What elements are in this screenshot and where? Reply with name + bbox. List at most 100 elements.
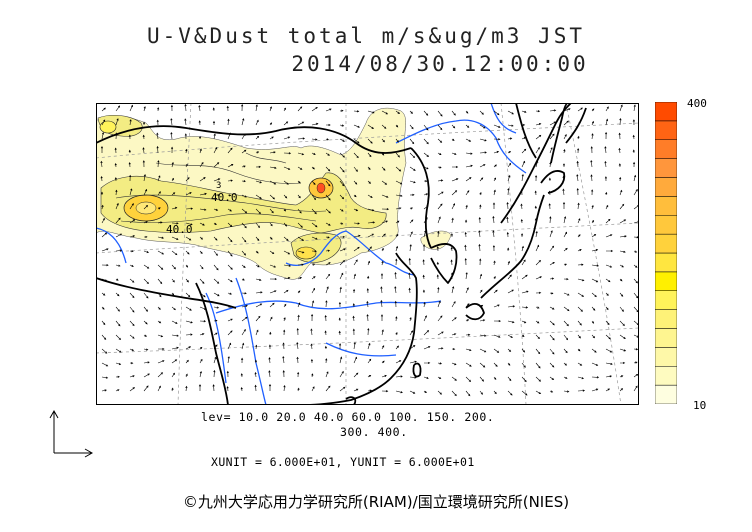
wind-arrow xyxy=(227,147,233,154)
wind-arrow xyxy=(283,222,288,227)
wind-arrow xyxy=(198,120,201,126)
wind-arrow xyxy=(129,292,135,299)
wind-arrow xyxy=(409,110,413,114)
wind-arrow xyxy=(283,276,291,280)
wind-arrow xyxy=(507,390,513,396)
russia-coast xyxy=(515,103,537,159)
wind-arrow xyxy=(437,152,442,155)
wind-arrow xyxy=(156,119,159,126)
wind-arrow xyxy=(591,204,594,210)
colorbar-swatch xyxy=(655,366,677,386)
map-frame xyxy=(96,103,639,405)
wind-arrow xyxy=(129,375,135,378)
wind-arrow xyxy=(115,320,121,327)
wind-arrow xyxy=(423,346,431,350)
wind-arrow xyxy=(591,189,594,196)
wind-arrow xyxy=(423,180,428,183)
wind-arrow xyxy=(283,236,289,242)
wind-arrow xyxy=(170,104,174,112)
wind-arrow xyxy=(549,320,555,326)
wind-arrow xyxy=(283,250,291,255)
wind-arrow xyxy=(465,376,472,383)
wind-arrow xyxy=(143,235,148,239)
wind-arrow xyxy=(437,390,442,395)
wind-arrow xyxy=(395,390,403,394)
wind-arrow xyxy=(423,138,429,145)
wind-arrow xyxy=(605,388,611,392)
wind-arrow xyxy=(129,278,135,283)
wind-arrow xyxy=(353,152,359,159)
wind-arrow xyxy=(310,328,313,336)
wind-arrow xyxy=(115,105,121,112)
wind-arrow xyxy=(269,236,273,240)
wind-arrow xyxy=(605,234,613,238)
wind-arrow xyxy=(451,347,456,351)
wind-arrow xyxy=(255,208,261,215)
wind-arrow xyxy=(100,160,103,168)
wind-arrow xyxy=(409,166,416,171)
wind-arrow xyxy=(353,372,359,378)
latitude-line xyxy=(96,327,639,354)
wind-arrow xyxy=(521,148,527,154)
wind-arrow xyxy=(101,348,108,354)
dust-core-qaidam xyxy=(295,246,317,260)
wind-arrow xyxy=(605,362,613,366)
wind-arrow xyxy=(213,332,218,336)
wind-arrow xyxy=(170,131,173,140)
wind-arrow xyxy=(549,162,552,168)
wind-arrow xyxy=(297,250,305,254)
wind-arrow xyxy=(129,306,135,313)
wind-arrow xyxy=(352,328,355,336)
wind-arrow xyxy=(171,206,178,210)
wind-arrow xyxy=(115,189,118,196)
wind-arrow xyxy=(493,260,496,266)
wind-arrow xyxy=(451,317,457,322)
wind-arrow xyxy=(170,146,174,154)
wind-arrow xyxy=(353,259,358,266)
wind-arrow xyxy=(535,291,542,295)
wind-arrow xyxy=(311,222,318,228)
wind-arrow xyxy=(339,386,346,392)
wind-arrow xyxy=(255,104,258,112)
wind-arrow xyxy=(269,264,277,268)
wind-arrow xyxy=(605,218,611,224)
wind-arrow xyxy=(632,119,636,126)
wind-arrow xyxy=(199,236,203,240)
wind-arrow xyxy=(157,236,165,239)
wind-arrow xyxy=(241,118,245,126)
wind-arrow xyxy=(506,231,509,238)
wind-arrow xyxy=(633,361,638,364)
wind-arrow xyxy=(380,273,384,279)
wind-arrow xyxy=(534,190,537,196)
coastlines xyxy=(96,103,587,405)
wind-arrow xyxy=(100,145,104,153)
wind-arrow xyxy=(395,332,398,336)
wind-arrow xyxy=(380,314,384,321)
wind-arrow xyxy=(297,106,303,112)
wind-arrow xyxy=(437,216,441,224)
wind-arrow xyxy=(479,124,486,129)
wind-arrow xyxy=(521,376,527,383)
wind-arrow xyxy=(465,138,472,142)
wind-arrow xyxy=(366,300,369,308)
wind-arrow xyxy=(367,208,375,212)
colorbar-swatch xyxy=(655,347,677,367)
wind-arrow xyxy=(185,333,193,336)
wind-arrow xyxy=(185,250,190,255)
wind-arrow xyxy=(227,264,233,270)
wind-arrow xyxy=(297,121,305,126)
wind-arrow xyxy=(577,218,581,224)
wind-arrow xyxy=(227,236,233,243)
wind-arrow xyxy=(451,110,456,116)
wind-arrow xyxy=(395,166,402,172)
wind-arrow xyxy=(548,177,552,182)
latitude-line xyxy=(96,222,639,254)
wind-arrow xyxy=(311,250,317,253)
wind-arrow xyxy=(534,218,538,224)
wind-arrow xyxy=(479,319,486,322)
wind-arrow xyxy=(619,235,627,238)
wind-arrow xyxy=(199,278,205,284)
wind-arrow xyxy=(507,362,511,366)
wind-arrow xyxy=(339,272,344,280)
wind-arrow xyxy=(633,250,638,253)
